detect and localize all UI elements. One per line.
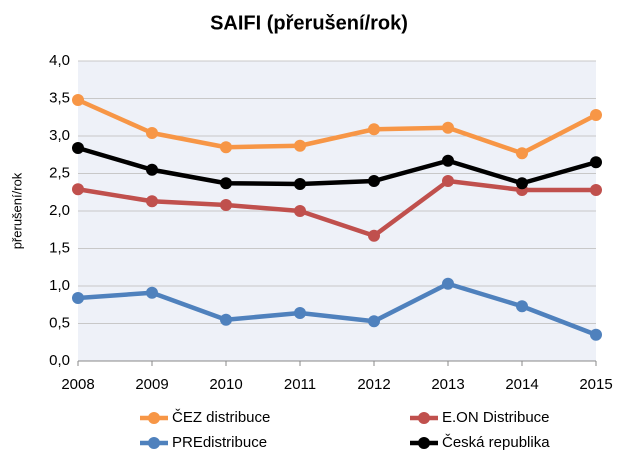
- point: [294, 205, 306, 217]
- legend-marker: [148, 437, 160, 449]
- series-line: [77, 145, 597, 187]
- y-axis-label: přerušení/rok: [9, 172, 24, 249]
- point: [516, 147, 528, 160]
- point: [294, 139, 306, 152]
- point: [146, 195, 158, 208]
- series-line: [77, 178, 596, 238]
- legend-marker: [148, 412, 160, 424]
- y-tick-label: 1,5: [49, 239, 70, 256]
- legend-label: E.ON Distribuce: [442, 409, 550, 426]
- x-tick-label: 2013: [431, 376, 464, 393]
- point: [368, 315, 380, 328]
- y-tick-label: 4,0: [49, 52, 70, 69]
- point: [220, 141, 232, 154]
- point: [442, 121, 454, 134]
- point: [146, 286, 158, 299]
- point: [72, 94, 84, 106]
- point: [72, 142, 84, 154]
- x-tick-label: 2015: [579, 376, 612, 393]
- series-line: [77, 97, 598, 156]
- point: [220, 313, 232, 326]
- point: [442, 154, 454, 167]
- legend-marker: [418, 412, 430, 424]
- point: [72, 292, 84, 304]
- point: [220, 199, 232, 211]
- x-tick-label: 2009: [135, 376, 168, 393]
- point: [146, 127, 158, 139]
- point: [590, 109, 602, 121]
- legend-marker: [418, 437, 430, 449]
- y-tick-label: 0,5: [49, 314, 70, 331]
- x-tick-label: 2014: [505, 376, 538, 393]
- y-tick-label: 1,0: [49, 277, 70, 294]
- legend-label: Česká republika: [442, 434, 550, 451]
- x-tick-label: 2008: [61, 376, 94, 393]
- point: [220, 177, 232, 190]
- point: [72, 183, 84, 196]
- point: [590, 328, 602, 341]
- point: [368, 229, 380, 242]
- x-tick-label: 2010: [209, 376, 242, 393]
- y-tick-label: 3,0: [49, 127, 70, 144]
- point: [590, 156, 602, 169]
- point: [442, 277, 454, 290]
- legend-label: PREdistribuce: [172, 434, 267, 451]
- point: [294, 178, 306, 190]
- legend-label: ČEZ distribuce: [172, 409, 270, 426]
- y-tick-label: 2,0: [49, 202, 70, 219]
- y-tick-label: 0,0: [49, 352, 70, 369]
- point: [516, 300, 528, 313]
- series-line: [77, 281, 597, 337]
- x-tick-label: 2012: [357, 376, 390, 393]
- point: [368, 123, 380, 136]
- point: [294, 307, 306, 319]
- y-tick-label: 2,5: [49, 164, 70, 181]
- point: [590, 184, 602, 196]
- chart-title: SAIFI (přerušení/rok): [210, 12, 408, 34]
- point: [442, 175, 454, 187]
- y-tick-label: 3,5: [49, 89, 70, 106]
- point: [368, 175, 380, 187]
- x-tick-label: 2011: [284, 376, 316, 393]
- point: [516, 177, 528, 190]
- point: [146, 163, 158, 176]
